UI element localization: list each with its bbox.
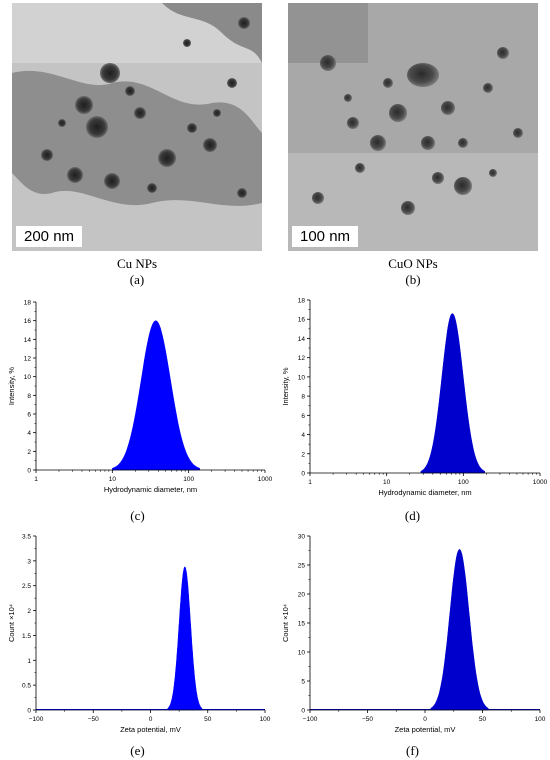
chart-d-dls-cuo: 0 2 4 6 8 10 12 14 16 18 1 10 100 1000 Hydrodynamic di…: [281, 298, 548, 498]
y-tick-label-e: 2: [27, 608, 31, 615]
y-axis-label-e: Count ×10⁴: [7, 604, 16, 642]
x-tick-label-c: 1000: [258, 476, 273, 483]
y-tick-label-f: 5: [301, 679, 305, 686]
y-tick-label-f: 10: [298, 650, 306, 657]
x-tick-label-f: 0: [423, 716, 427, 723]
y-tick-label-f: 30: [298, 534, 306, 541]
x-axis-label-f: Zeta potential, mV: [395, 725, 456, 734]
x-tick-label-d: 1000: [533, 479, 548, 486]
x-tick-label-c: 10: [109, 476, 117, 483]
distribution-area-e: [167, 566, 203, 711]
y-tick-label-c: 0: [27, 468, 31, 475]
distribution-area-c: [112, 320, 201, 471]
x-tick-label-f: −50: [362, 716, 373, 723]
chart-e-zeta-cu: 0 0.5 1 1.5 2 2.5 3 3.5 −100 −50 0 50 100 Zeta potent…: [7, 534, 271, 735]
distribution-area-f: [430, 548, 489, 711]
chart-f-zeta-cuo: 0 5 10 15 20 25 30 −100 −50 0 50 100 Zeta potential,…: [281, 534, 546, 735]
y-tick-label-d: 2: [301, 451, 305, 458]
y-tick-label-f: 15: [298, 621, 306, 628]
x-tick-label-f: 50: [479, 716, 487, 723]
x-tick-label-c: 100: [183, 476, 194, 483]
scale-bar-cuo: 100 nm: [292, 226, 359, 247]
y-axis-label-c: Intensity, %: [7, 367, 16, 406]
panel-b-letter: (b): [405, 272, 421, 287]
y-tick-label-e: 1: [27, 658, 31, 665]
panel-a-letter: (a): [129, 272, 145, 287]
y-tick-label-d: 14: [298, 336, 306, 343]
y-tick-label-c: 10: [24, 374, 32, 381]
y-tick-label-d: 8: [301, 394, 305, 401]
tem-image-cuo: 100 nm: [288, 3, 538, 251]
y-tick-label-e: 3.5: [22, 534, 31, 541]
x-tick-label-f: 100: [535, 716, 546, 723]
y-tick-label-f: 20: [298, 592, 306, 599]
x-tick-label-e: −50: [88, 716, 99, 723]
x-axis-label-e: Zeta potential, mV: [120, 725, 181, 734]
tem-cu-particles: [41, 17, 250, 198]
x-tick-label-c: 1: [34, 476, 38, 483]
y-axis-label-d: Intensity, %: [281, 367, 290, 406]
y-tick-label-d: 4: [301, 432, 305, 439]
x-tick-label-d: 100: [458, 479, 469, 486]
y-tick-label-f: 0: [301, 708, 305, 715]
y-tick-label-c: 18: [24, 300, 32, 307]
panel-b-name: CuO NPs: [388, 256, 438, 271]
y-tick-label-d: 6: [301, 413, 305, 420]
x-tick-label-e: 0: [149, 716, 153, 723]
y-tick-label-e: 0: [27, 708, 31, 715]
panel-e-letter: (e): [130, 743, 145, 758]
chart-c-dls-cu: 0 2 4 6 8 10 12 14 16 18 1 10 100 1000 Hydrodynamic di…: [7, 300, 273, 495]
y-tick-label-e: 3: [27, 558, 31, 565]
distribution-area-d: [420, 313, 485, 474]
panel-a-name: Cu NPs: [116, 256, 158, 271]
y-axis-label-f: Count ×10⁴: [281, 604, 290, 642]
scale-bar-cu: 200 nm: [16, 226, 83, 247]
y-tick-label-e: 1.5: [22, 633, 31, 640]
panel-d-letter: (d): [404, 508, 421, 523]
y-tick-label-c: 12: [24, 356, 32, 363]
y-tick-label-f: 25: [298, 563, 306, 570]
x-tick-label-f: −100: [303, 716, 318, 723]
x-tick-label-e: 50: [204, 716, 212, 723]
tem-cuo-texture: [288, 3, 538, 251]
y-tick-label-c: 2: [27, 449, 31, 456]
x-axis-label-c: Hydrodynamic diameter, nm: [104, 485, 197, 494]
y-tick-label-e: 2.5: [22, 583, 31, 590]
tem-cu-texture: [12, 3, 262, 251]
x-tick-label-d: 10: [383, 479, 391, 486]
y-tick-label-c: 16: [24, 318, 32, 325]
tem-image-cu: 200 nm: [12, 3, 262, 251]
x-axis-label-d: Hydrodynamic diameter, nm: [378, 488, 471, 497]
y-tick-label-d: 16: [298, 317, 306, 324]
y-tick-label-d: 18: [298, 298, 306, 305]
y-tick-label-e: 0.5: [22, 683, 31, 690]
x-tick-label-e: −100: [29, 716, 44, 723]
y-tick-label-d: 10: [298, 374, 306, 381]
y-tick-label-c: 6: [27, 412, 31, 419]
x-tick-label-e: 100: [260, 716, 271, 723]
y-tick-label-d: 0: [301, 471, 305, 478]
y-tick-label-c: 8: [27, 393, 31, 400]
panel-f-letter: (f): [406, 743, 419, 758]
y-tick-label-d: 12: [298, 355, 306, 362]
x-tick-label-d: 1: [308, 479, 312, 486]
panel-c-letter: (c): [130, 508, 145, 523]
tem-cuo-particles: [312, 47, 523, 215]
y-tick-label-c: 4: [27, 430, 31, 437]
y-tick-label-c: 14: [24, 337, 32, 344]
